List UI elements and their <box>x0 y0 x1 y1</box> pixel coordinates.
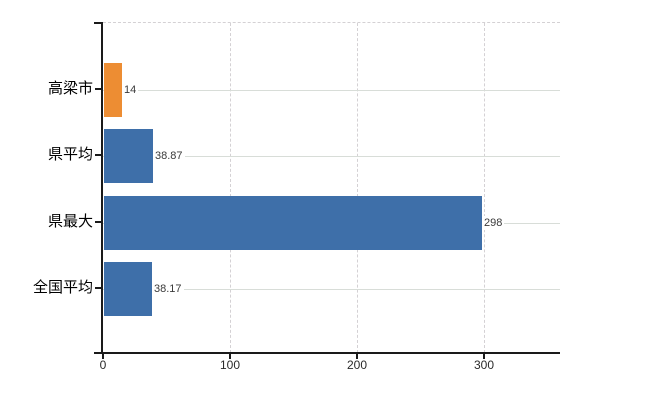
x-axis-tick-label: 300 <box>473 358 495 372</box>
vertical-gridline <box>484 23 485 353</box>
y-axis-line <box>101 22 103 353</box>
bar-2 <box>104 129 153 183</box>
bar-value-label: 298 <box>482 216 505 230</box>
horizontal-gridline <box>103 289 560 290</box>
x-axis-tick <box>229 353 231 359</box>
category-tick <box>95 154 103 156</box>
y-axis-top-tick <box>94 22 103 24</box>
category-tick <box>95 287 103 289</box>
category-tick <box>95 221 103 223</box>
horizontal-gridline <box>103 156 560 157</box>
horizontal-gridline <box>103 90 560 91</box>
x-axis-tick-label: 0 <box>99 358 107 372</box>
vertical-gridline <box>230 23 231 353</box>
x-axis-tick <box>356 353 358 359</box>
bar-value-label: 38.87 <box>153 149 185 163</box>
bar-1 <box>104 63 122 117</box>
category-label: 全国平均 <box>32 279 93 296</box>
vertical-gridline <box>357 23 358 353</box>
x-axis-line <box>94 352 560 354</box>
category-label: 県平均 <box>47 146 93 163</box>
bar-value-label: 38.17 <box>152 282 184 296</box>
category-tick <box>95 88 103 90</box>
bar-value-label: 14 <box>122 83 139 97</box>
plot-area: 14 38.87 298 38.17 <box>103 22 560 353</box>
category-label: 高梁市 <box>47 80 93 97</box>
x-axis-tick <box>102 353 104 359</box>
bar-4 <box>104 262 152 316</box>
bar-3 <box>104 196 482 250</box>
category-label: 県最大 <box>47 213 93 230</box>
x-axis-tick-label: 200 <box>346 358 368 372</box>
x-axis-tick <box>483 353 485 359</box>
x-axis-tick-label: 100 <box>219 358 241 372</box>
